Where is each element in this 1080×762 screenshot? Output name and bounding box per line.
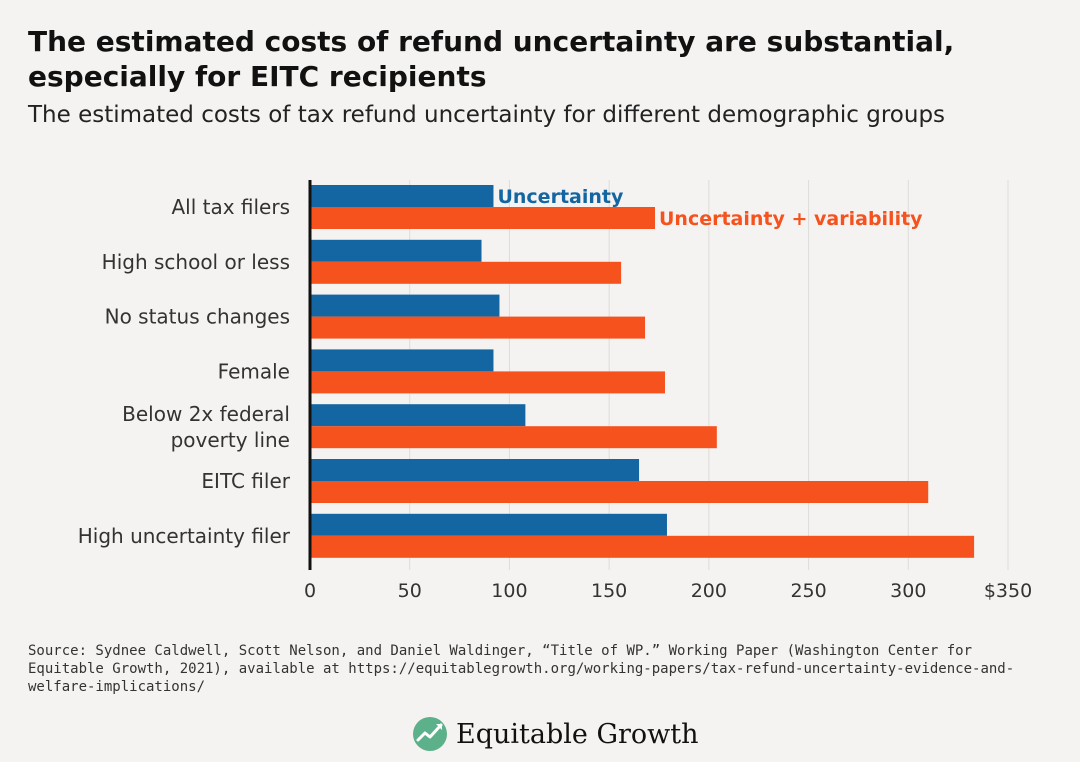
bar-uncertainty-variability [310,426,717,449]
category-label: No status changes [105,305,290,329]
bar-uncertainty-variability [310,207,656,229]
bar-uncertainty-variability [310,316,646,339]
x-tick-label: 150 [591,580,627,602]
bar-uncertainty-variability [310,371,665,394]
bar-uncertainty-variability [310,535,975,558]
bar-uncertainty-variability [310,261,622,284]
x-tick-label: 250 [790,580,826,602]
source-note: Source: Sydnee Caldwell, Scott Nelson, a… [28,643,1015,695]
x-tick-label: 300 [890,580,926,602]
chart-title: The estimated costs of refund uncertaint… [28,25,955,93]
chart-subtitle: The estimated costs of tax refund uncert… [28,102,946,128]
logo-text: Equitable Growth [456,718,699,750]
x-tick-label: 50 [398,580,422,602]
category-label: High uncertainty filer [78,524,291,548]
x-tick-label: 200 [691,580,727,602]
equitable-growth-logo: Equitable Growth [412,714,699,754]
x-tick-label: $350 [984,580,1032,602]
category-label: Female [218,359,290,383]
bar-uncertainty [310,294,500,317]
category-label: EITC filer [201,469,290,493]
bar-uncertainty [310,185,494,207]
x-tick-label: 100 [491,580,527,602]
category-label: Below 2x federal poverty line [122,402,290,452]
x-tick-label: 0 [304,580,316,602]
leaf-chart-icon [413,717,447,751]
bar-uncertainty [310,513,667,536]
bar-uncertainty [310,239,482,262]
category-label: All tax filers [171,195,290,219]
bar-uncertainty-variability [310,481,929,503]
legend-label: Uncertainty + variability [659,208,923,230]
bar-chart: 0 50 100 150 200 250 300 $350 All tax filers High… [78,180,1032,602]
bar-uncertainty [310,349,494,372]
legend-label: Uncertainty [497,186,623,208]
category-label: High school or less [102,250,290,274]
bar-uncertainty [310,459,640,481]
bar-uncertainty [310,404,526,427]
